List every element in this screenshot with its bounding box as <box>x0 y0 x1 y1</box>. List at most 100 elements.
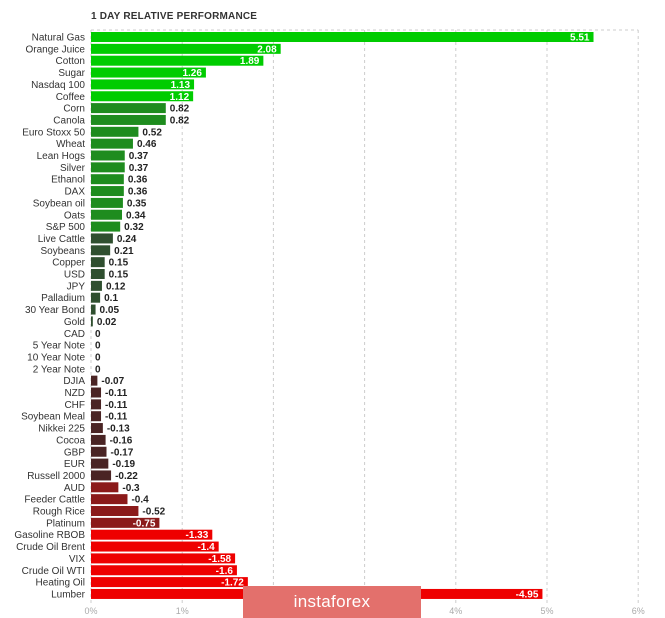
data-label: -0.19 <box>112 459 135 470</box>
category-label: Orange Juice <box>26 44 86 55</box>
category-label: Lumber <box>51 589 86 600</box>
x-tick-label: 1% <box>176 606 189 616</box>
category-label: Russell 2000 <box>27 471 85 482</box>
category-label: Live Cattle <box>38 234 86 245</box>
category-label: EUR <box>64 459 85 470</box>
bar <box>91 411 102 422</box>
category-label: USD <box>64 270 85 281</box>
category-label: AUD <box>64 483 85 494</box>
watermark-logo: instaforex <box>243 586 421 618</box>
data-label: 0.15 <box>109 258 129 269</box>
bar <box>91 269 105 279</box>
data-label: -0.3 <box>122 483 140 494</box>
bar <box>91 186 124 197</box>
category-label: Silver <box>60 163 86 174</box>
data-label: 0.15 <box>109 270 129 281</box>
category-label: Soybeans <box>41 246 85 257</box>
data-label: 0.82 <box>170 104 190 115</box>
bar <box>91 517 160 528</box>
bar <box>91 245 111 256</box>
x-tick-label: 6% <box>632 606 645 616</box>
data-label: 0.32 <box>124 222 144 233</box>
data-label: 2.08 <box>257 44 277 55</box>
data-label: 1.26 <box>182 68 202 79</box>
category-label: Wheat <box>56 139 85 150</box>
data-label: -1.6 <box>216 566 234 577</box>
bar <box>91 304 96 315</box>
category-label: Gasoline RBOB <box>14 530 85 541</box>
bar <box>91 553 236 564</box>
data-label: 0.46 <box>137 139 157 150</box>
category-label: Nasdaq 100 <box>31 80 85 91</box>
category-label: CHF <box>64 400 85 411</box>
category-label: Coffee <box>56 92 86 103</box>
data-label: 0.36 <box>128 175 148 186</box>
data-label: 0 <box>95 329 101 340</box>
data-label: 0.34 <box>126 210 146 221</box>
category-label: Heating Oil <box>36 578 85 589</box>
data-label: -0.07 <box>101 376 124 387</box>
bar <box>91 43 281 54</box>
data-label: -1.33 <box>185 530 208 541</box>
category-label: Rough Rice <box>33 507 86 518</box>
x-tick-label: 5% <box>540 606 553 616</box>
bar <box>91 399 102 410</box>
bar <box>91 280 102 291</box>
bar <box>91 529 213 540</box>
bar <box>91 375 98 386</box>
category-label: S&P 500 <box>46 222 86 233</box>
data-label: -0.52 <box>142 507 165 518</box>
data-label: -0.11 <box>105 400 128 411</box>
category-label: Platinum <box>46 518 85 529</box>
data-label: -0.13 <box>107 424 130 435</box>
category-label: 30 Year Bond <box>25 305 85 316</box>
category-label: Lean Hogs <box>37 151 85 162</box>
data-label: 0.37 <box>129 151 149 162</box>
data-label: 0 <box>95 341 101 352</box>
category-label: Cocoa <box>56 435 85 446</box>
data-label: -4.95 <box>516 589 539 600</box>
data-label: 1.89 <box>240 56 260 67</box>
data-label: 0.36 <box>128 187 148 198</box>
data-label: 0.82 <box>170 115 190 126</box>
data-label: -0.11 <box>105 388 128 399</box>
bar <box>91 103 166 114</box>
data-label: -0.11 <box>105 412 128 423</box>
x-tick-label: 4% <box>449 606 462 616</box>
category-label: Copper <box>52 258 85 269</box>
category-label: Feeder Cattle <box>24 495 85 506</box>
category-label: 10 Year Note <box>27 352 85 363</box>
x-tick-label: 0% <box>84 606 97 616</box>
data-label: 1.13 <box>171 80 191 91</box>
data-label: -0.75 <box>133 518 156 529</box>
bar <box>91 233 113 244</box>
bar <box>91 446 107 457</box>
bar <box>91 541 219 552</box>
data-label: 0.1 <box>104 293 118 304</box>
category-label: Palladium <box>41 293 85 304</box>
data-label: 0 <box>95 364 101 375</box>
data-label: 0.12 <box>106 281 126 292</box>
category-label: DAX <box>64 187 85 198</box>
category-label: Crude Oil Brent <box>16 542 85 553</box>
bar <box>91 577 248 588</box>
bar <box>91 292 101 303</box>
bar <box>91 79 195 90</box>
category-label: VIX <box>69 554 85 565</box>
data-label: -0.16 <box>110 435 133 446</box>
label-layer: Natural Gas 5.51 Orange Juice 2.08 Cotton 1.8… <box>14 33 590 601</box>
category-label: Sugar <box>58 68 85 79</box>
grid-layer <box>90 29 639 603</box>
bar <box>91 482 119 493</box>
bar <box>91 55 264 66</box>
data-label: 0.52 <box>142 127 162 138</box>
bar <box>91 458 109 469</box>
watermark-text: instaforex <box>293 592 371 611</box>
data-label: 0.24 <box>117 234 137 245</box>
data-label: -0.22 <box>115 471 138 482</box>
bar <box>91 91 194 102</box>
category-label: Cotton <box>56 56 85 67</box>
bar <box>91 209 123 220</box>
data-label: 0 <box>95 352 101 363</box>
